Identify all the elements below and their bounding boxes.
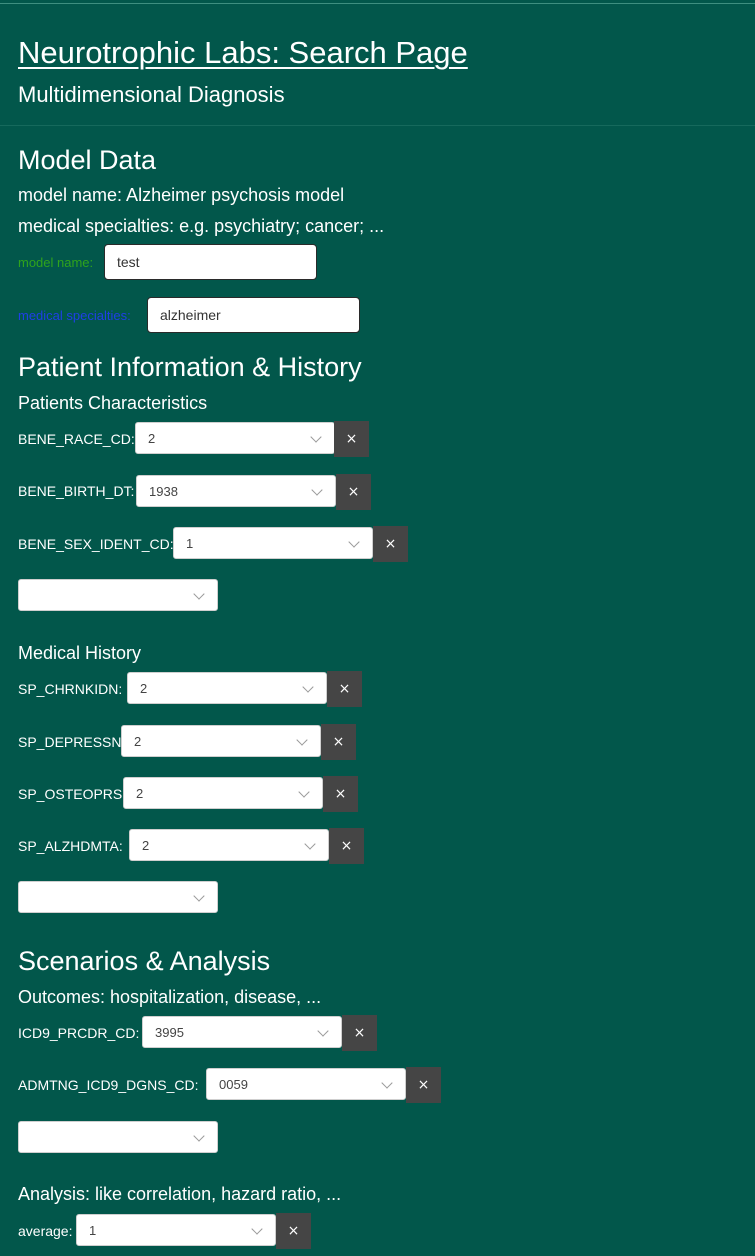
header-divider	[0, 125, 755, 126]
select-sex[interactable]: 1	[173, 527, 373, 559]
close-icon: ×	[384, 536, 397, 552]
field-label-alzhdmta: SP_ALZHDMTA:	[18, 838, 123, 854]
field-label-depressn: SP_DEPRESSN:	[18, 734, 126, 750]
add-outcome-select[interactable]	[18, 1121, 218, 1153]
page-title-link[interactable]: Neurotrophic Labs: Search Page	[18, 35, 468, 70]
chevron-down-icon	[193, 588, 205, 600]
medical-history-heading: Medical History	[18, 643, 142, 663]
patient-info-heading: Patient Information & History	[18, 352, 362, 382]
remove-chrnkidn-button[interactable]: ×	[327, 671, 362, 707]
remove-prcdr-button[interactable]: ×	[342, 1015, 377, 1051]
chevron-down-icon	[193, 1130, 205, 1142]
remove-race-button[interactable]: ×	[334, 421, 369, 457]
select-admtng-dgns[interactable]: 0059	[206, 1068, 406, 1100]
select-value: 0059	[219, 1077, 248, 1092]
close-icon: ×	[417, 1077, 430, 1093]
select-depressn[interactable]: 2	[121, 725, 321, 757]
select-chrnkidn[interactable]: 2	[127, 672, 327, 704]
analysis-hint: Analysis: like correlation, hazard ratio…	[18, 1184, 342, 1204]
remove-depressn-button[interactable]: ×	[321, 724, 356, 760]
remove-birth-date-button[interactable]: ×	[336, 474, 371, 510]
chevron-down-icon	[304, 838, 316, 850]
outcomes-hint: Outcomes: hospitalization, disease, ...	[18, 987, 322, 1007]
field-label-osteoprs: SP_OSTEOPRS:	[18, 786, 127, 802]
select-prcdr[interactable]: 3995	[142, 1016, 342, 1048]
model-name-hint: model name: Alzheimer psychosis model	[18, 185, 345, 205]
select-osteoprs[interactable]: 2	[123, 777, 323, 809]
field-label-admtng-dgns: ADMTNG_ICD9_DGNS_CD:	[18, 1077, 199, 1093]
remove-alzhdmta-button[interactable]: ×	[329, 828, 364, 864]
field-label-birth-date: BENE_BIRTH_DT:	[18, 483, 135, 499]
chevron-down-icon	[251, 1223, 263, 1235]
model-name-label: model name:	[18, 255, 94, 270]
select-value: 2	[142, 838, 150, 853]
close-icon: ×	[332, 734, 345, 750]
add-characteristic-select[interactable]	[18, 579, 218, 611]
specialties-hint: medical specialties: e.g. psychiatry; ca…	[18, 216, 385, 236]
chevron-down-icon	[302, 681, 314, 693]
select-value: 2	[148, 431, 156, 446]
chevron-down-icon	[296, 734, 308, 746]
close-icon: ×	[334, 786, 347, 802]
chevron-down-icon	[348, 536, 360, 548]
chevron-down-icon	[381, 1077, 393, 1089]
chevron-down-icon	[298, 786, 310, 798]
chevron-down-icon	[311, 484, 323, 496]
select-value: 2	[140, 681, 148, 696]
remove-average-button[interactable]: ×	[276, 1213, 311, 1249]
field-label-average: average:	[18, 1223, 73, 1239]
close-icon: ×	[340, 838, 353, 854]
specialties-label: medical specialties:	[18, 308, 131, 323]
chevron-down-icon	[310, 431, 322, 443]
close-icon: ×	[347, 484, 360, 500]
model-name-input[interactable]	[104, 244, 317, 280]
add-history-select[interactable]	[18, 881, 218, 913]
close-icon: ×	[353, 1025, 366, 1041]
close-icon: ×	[338, 681, 351, 697]
remove-osteoprs-button[interactable]: ×	[323, 776, 358, 812]
close-icon: ×	[287, 1223, 300, 1239]
remove-sex-button[interactable]: ×	[373, 526, 408, 562]
scenarios-heading: Scenarios & Analysis	[18, 946, 271, 976]
field-label-chrnkidn: SP_CHRNKIDN:	[18, 681, 123, 697]
model-data-heading: Model Data	[18, 145, 157, 175]
select-alzhdmta[interactable]: 2	[129, 829, 329, 861]
select-average[interactable]: 1	[76, 1214, 276, 1246]
select-value: 2	[136, 786, 144, 801]
select-value: 3995	[155, 1025, 184, 1040]
close-icon: ×	[345, 431, 358, 447]
specialties-input[interactable]	[147, 297, 360, 333]
field-label-prcdr: ICD9_PRCDR_CD:	[18, 1025, 140, 1041]
select-value: 1	[186, 536, 194, 551]
page-subtitle: Multidimensional Diagnosis	[18, 82, 285, 107]
select-value: 1938	[149, 484, 178, 499]
select-birth-date[interactable]: 1938	[136, 475, 336, 507]
select-value: 2	[134, 734, 142, 749]
top-border	[0, 3, 755, 4]
chevron-down-icon	[193, 890, 205, 902]
chevron-down-icon	[317, 1025, 329, 1037]
remove-admtng-dgns-button[interactable]: ×	[406, 1067, 441, 1103]
patients-characteristics-heading: Patients Characteristics	[18, 393, 208, 413]
field-label-race: BENE_RACE_CD:	[18, 431, 135, 447]
field-label-sex: BENE_SEX_IDENT_CD:	[18, 536, 174, 552]
select-race[interactable]: 2	[135, 422, 335, 454]
select-value: 1	[89, 1223, 97, 1238]
